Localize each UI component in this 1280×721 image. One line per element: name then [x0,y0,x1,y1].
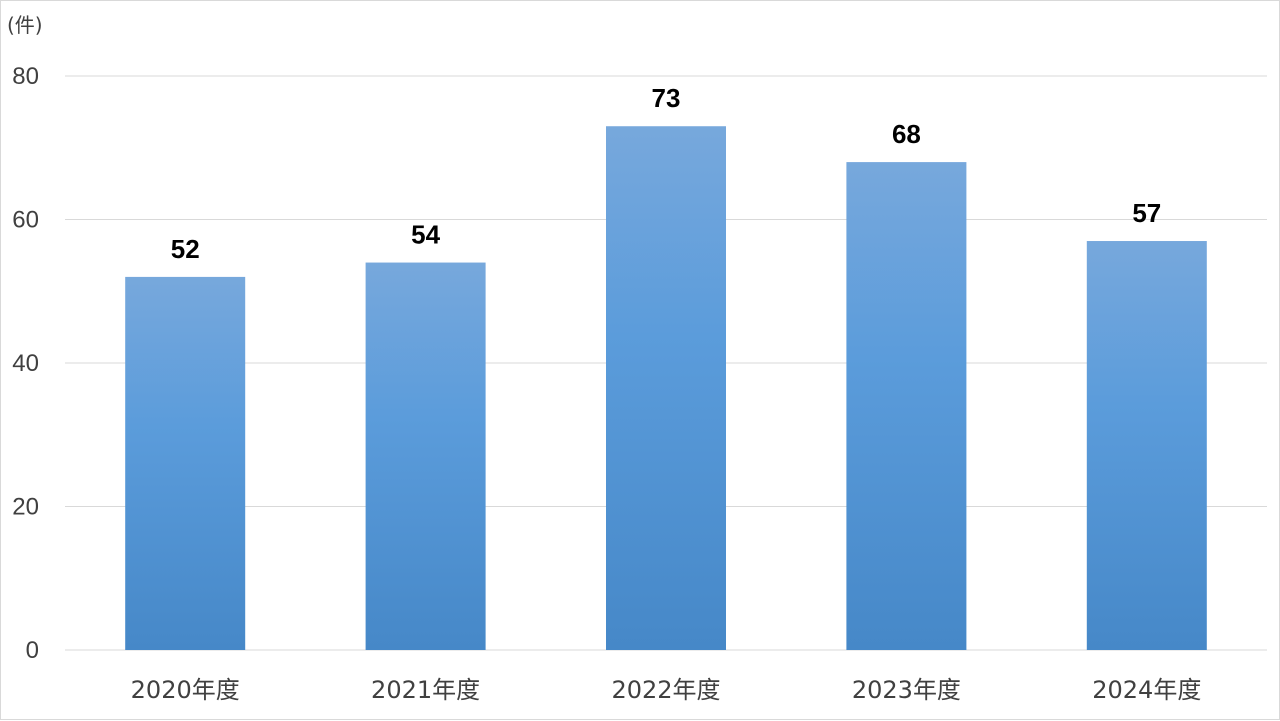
bar-2024年度 [1086,241,1207,650]
x-tick-label: 2023年度 [852,676,961,704]
y-axis-ticks: 0 20 40 60 80 [12,63,39,664]
x-tick-label: 2021年度 [371,676,480,704]
y-tick-label: 0 [26,637,39,664]
x-axis-ticks: 2020年度 2021年度 2022年度 2023年度 2024年度 [131,676,1202,704]
x-tick-label: 2024年度 [1092,676,1201,704]
data-label: 52 [171,234,200,264]
x-tick-label: 2022年度 [611,676,720,704]
y-tick-label: 40 [12,350,39,377]
data-label: 73 [652,83,681,113]
data-labels: 52 54 73 68 57 [171,83,1162,264]
data-label: 57 [1132,198,1161,228]
bars [125,126,1207,651]
y-tick-label: 20 [12,494,39,521]
data-label: 68 [892,119,921,149]
bar-2023年度 [846,162,967,650]
y-axis-unit-label: (件) [7,13,43,37]
bar-2020年度 [125,276,246,650]
bar-2022年度 [606,126,726,651]
bar-2021年度 [365,262,486,650]
data-label: 54 [411,220,440,250]
x-tick-label: 2020年度 [131,676,240,704]
y-tick-label: 80 [12,63,39,90]
y-tick-label: 60 [12,207,39,234]
